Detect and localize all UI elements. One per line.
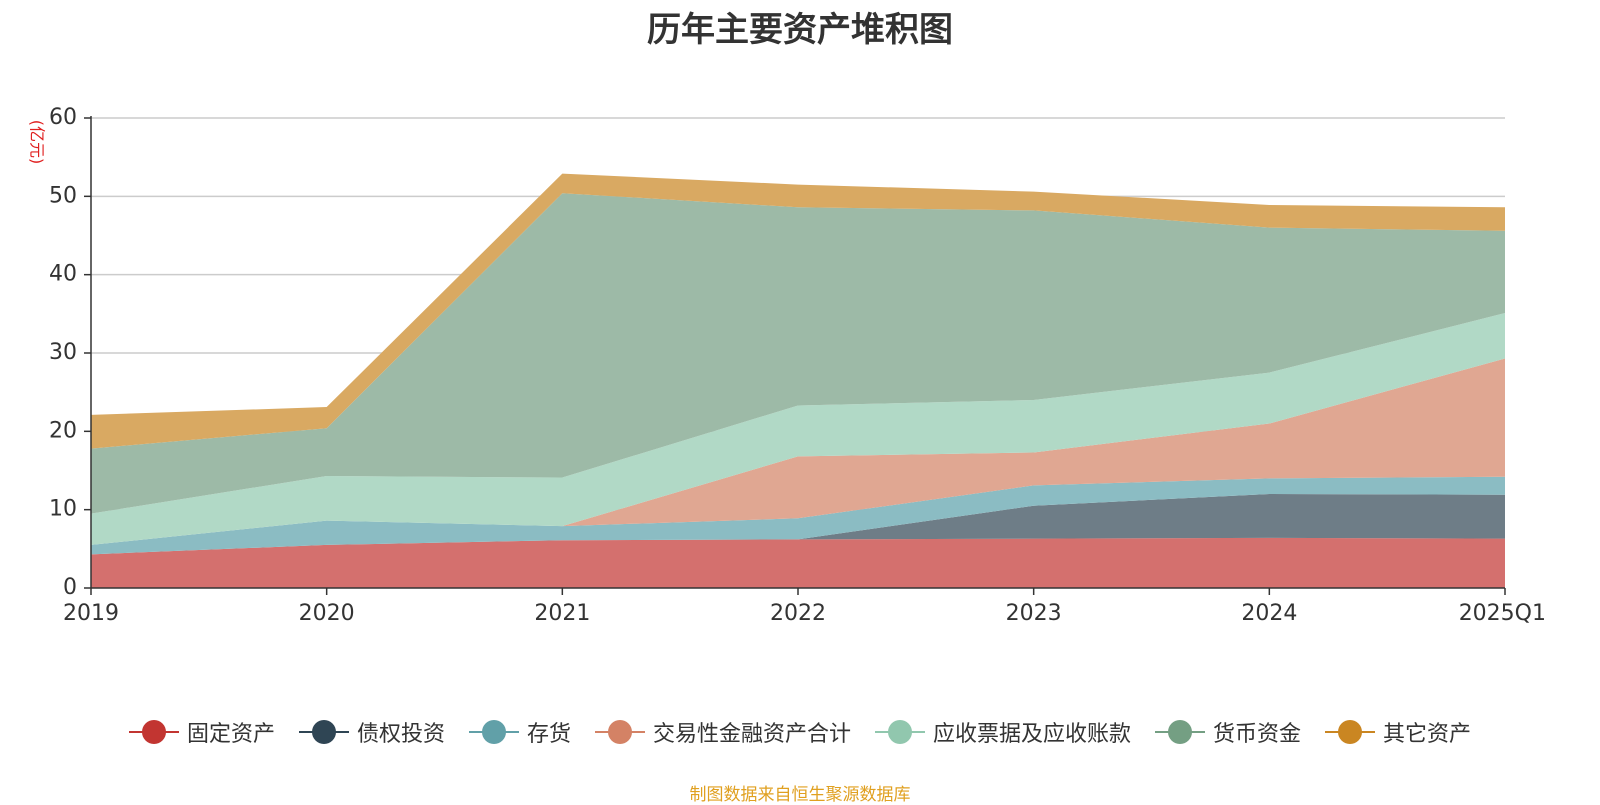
legend-marker-icon <box>1155 719 1206 745</box>
area-series-0 <box>91 537 1505 588</box>
y-tick-label: 60 <box>49 105 77 130</box>
legend-label: 货币资金 <box>1213 722 1302 747</box>
y-tick-label: 30 <box>49 340 77 365</box>
legend-marker-icon <box>298 719 349 745</box>
stacked-area-chart: 0 10 20 30 40 50 60 2019 2020 2021 2022 2023 2024 202… <box>28 105 1547 626</box>
legend-label: 存货 <box>526 722 571 747</box>
legend-marker-icon <box>128 719 179 745</box>
x-tick-label: 2019 <box>63 601 119 626</box>
legend-item[interactable]: 应收票据及应收账款 <box>875 716 1131 748</box>
y-unit-label: (亿元) <box>28 120 47 165</box>
area-series-4 <box>91 313 1505 545</box>
y-tick-label: 40 <box>49 262 77 287</box>
axes: 0 10 20 30 40 50 60 2019 2020 2021 2022 2023 2024 202… <box>49 105 1546 626</box>
area-series-2 <box>91 476 1505 555</box>
legend-label: 其它资产 <box>1383 722 1472 747</box>
area-series-6 <box>91 173 1505 449</box>
legend: 固定资产 债权投资 存货 交易性金融资产合计 应收票据及应收账款 货币资金 其它资产 <box>0 716 1600 748</box>
x-tick-label: 2024 <box>1241 601 1297 626</box>
legend-item[interactable]: 存货 <box>468 716 571 748</box>
legend-marker-icon <box>1325 719 1376 745</box>
x-tick-label: 2025Q1 <box>1459 601 1546 626</box>
legend-label: 债权投资 <box>356 722 445 747</box>
legend-label: 交易性金融资产合计 <box>652 722 851 747</box>
x-tick-label: 2021 <box>534 601 590 626</box>
x-tick-label: 2022 <box>770 601 826 626</box>
x-tick-label: 2023 <box>1006 601 1062 626</box>
y-tick-label: 10 <box>49 497 77 522</box>
legend-item[interactable]: 其它资产 <box>1325 716 1471 748</box>
area-series-5 <box>91 193 1505 514</box>
y-tick-label: 20 <box>49 418 77 443</box>
source-note: 制图数据来自恒生聚源数据库 <box>689 785 911 805</box>
legend-marker-icon <box>468 719 519 745</box>
legend-label: 固定资产 <box>186 722 275 747</box>
legend-item[interactable]: 交易性金融资产合计 <box>594 716 851 748</box>
y-tick-label: 0 <box>63 575 77 600</box>
area-series-1 <box>91 494 1505 555</box>
x-tick-label: 2020 <box>299 601 355 626</box>
area-series-layer <box>91 173 1505 588</box>
legend-marker-icon <box>594 719 645 745</box>
y-tick-label: 50 <box>49 183 77 208</box>
legend-item[interactable]: 债权投资 <box>298 716 445 748</box>
legend-label: 应收票据及应收账款 <box>933 722 1132 747</box>
chart-title: 历年主要资产堆积图 <box>647 10 953 50</box>
legend-item[interactable]: 固定资产 <box>128 716 275 748</box>
legend-item[interactable]: 货币资金 <box>1155 716 1301 748</box>
legend-marker-icon <box>875 719 925 745</box>
area-series-3 <box>91 358 1505 545</box>
